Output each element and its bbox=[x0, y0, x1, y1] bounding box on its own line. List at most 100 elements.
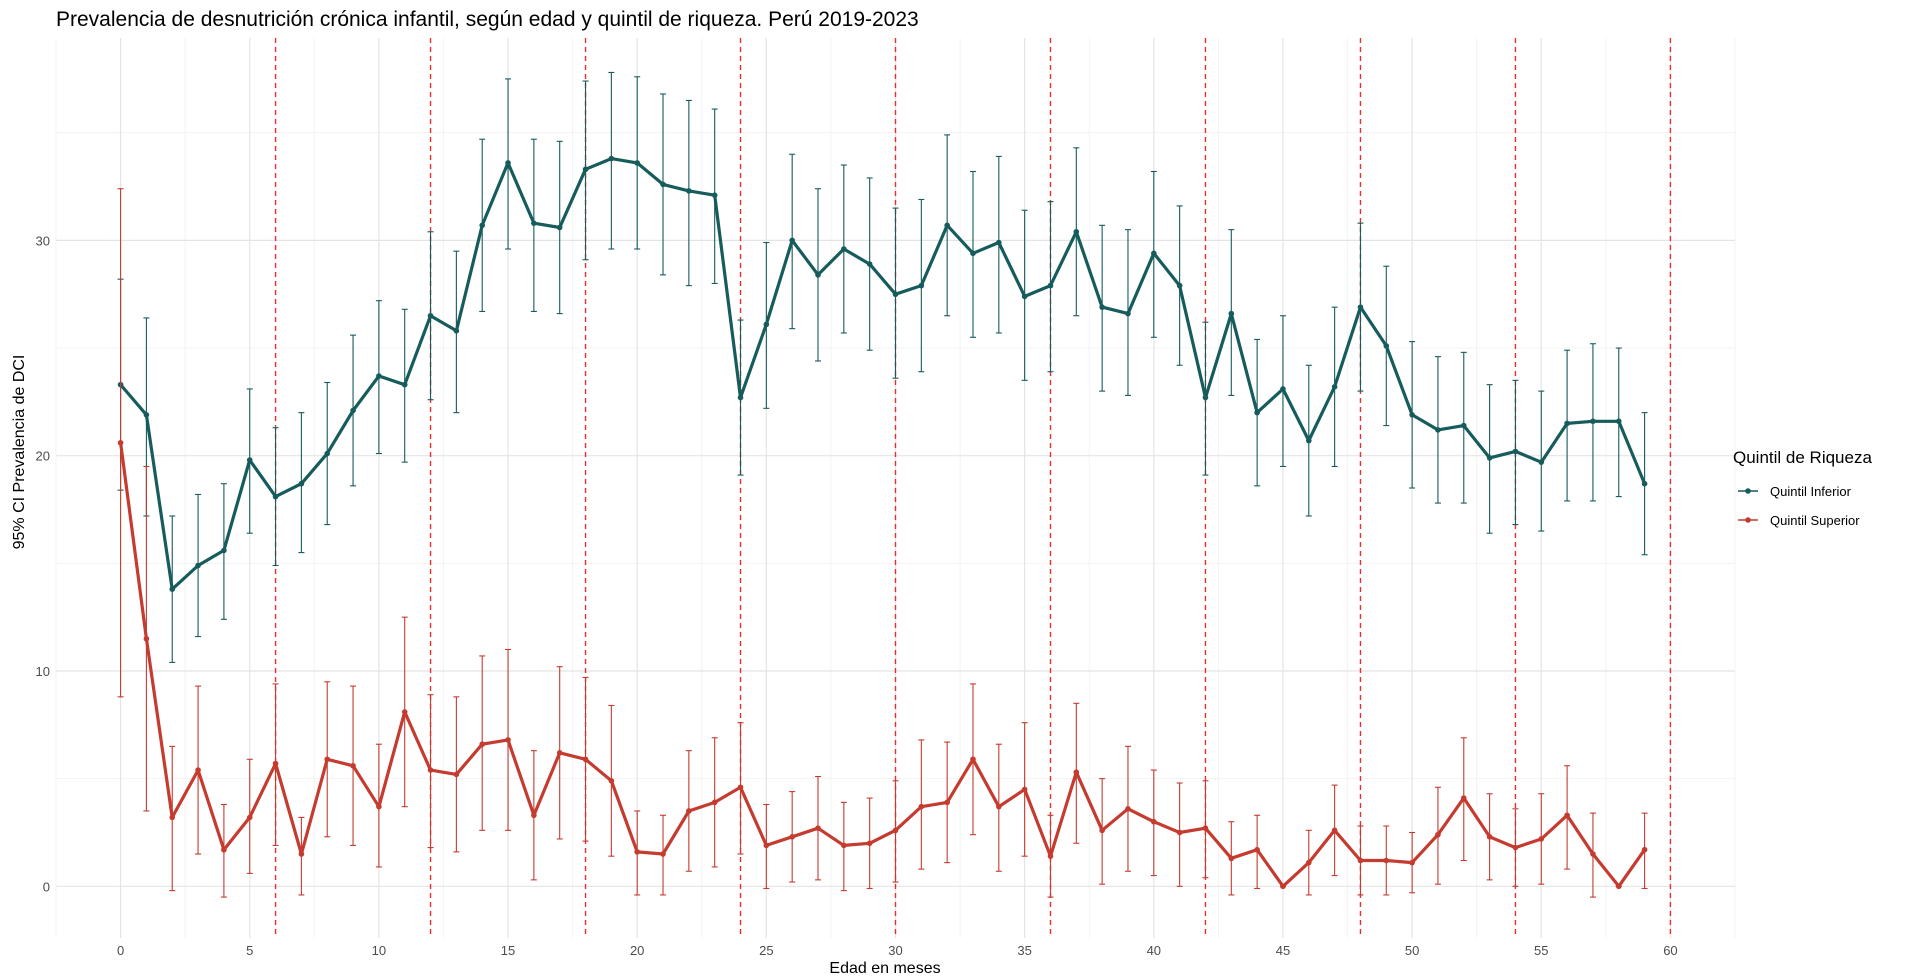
chart-title: Prevalencia de desnutrición crónica infa… bbox=[56, 8, 919, 31]
x-tick-label: 20 bbox=[630, 943, 644, 958]
data-point bbox=[143, 411, 150, 418]
data-point bbox=[453, 771, 460, 778]
data-point bbox=[169, 586, 176, 592]
data-point bbox=[1151, 818, 1157, 825]
data-point bbox=[1228, 855, 1235, 862]
data-point bbox=[970, 250, 976, 257]
data-point bbox=[376, 373, 382, 379]
x-tick-label: 0 bbox=[117, 943, 124, 958]
data-point bbox=[427, 767, 434, 773]
data-point bbox=[944, 799, 950, 806]
data-point bbox=[1357, 304, 1364, 310]
legend-items: Quintil Inferior Quintil Superior bbox=[1738, 484, 1860, 528]
data-point bbox=[1176, 282, 1183, 289]
data-point bbox=[427, 312, 434, 319]
data-point bbox=[531, 220, 537, 226]
data-point bbox=[1641, 846, 1648, 853]
data-point bbox=[660, 851, 666, 857]
data-point bbox=[350, 762, 356, 769]
data-point bbox=[1538, 836, 1545, 842]
data-point bbox=[1512, 448, 1519, 455]
data-point bbox=[634, 160, 640, 166]
data-point bbox=[117, 439, 124, 446]
data-point bbox=[221, 547, 227, 554]
data-point bbox=[298, 851, 305, 857]
x-tick-label: 45 bbox=[1276, 943, 1290, 958]
y-tick-label: 30 bbox=[36, 233, 50, 248]
data-point bbox=[272, 760, 279, 767]
data-point bbox=[1047, 853, 1054, 859]
data-point bbox=[1202, 825, 1209, 831]
data-point bbox=[531, 812, 537, 819]
data-point bbox=[350, 407, 356, 414]
data-point bbox=[892, 827, 899, 834]
data-point bbox=[246, 814, 253, 821]
data-point bbox=[1176, 829, 1183, 836]
data-point bbox=[1073, 228, 1080, 235]
data-point bbox=[918, 282, 925, 289]
series-line bbox=[119, 157, 1647, 591]
y-tick-label: 10 bbox=[36, 664, 50, 679]
data-point bbox=[1435, 427, 1441, 433]
x-axis-title: Edad en meses bbox=[829, 960, 940, 977]
data-point bbox=[582, 756, 589, 763]
data-point bbox=[1383, 343, 1390, 349]
x-tick-label: 30 bbox=[888, 943, 902, 958]
axes: 0 5 10 15 20 25 30 35 40 45 50 55 60 0 10 20 30 bbox=[36, 233, 1678, 958]
x-tick-label: 5 bbox=[246, 943, 253, 958]
data-point bbox=[634, 849, 640, 855]
data-point bbox=[686, 808, 692, 814]
data-point bbox=[608, 778, 615, 784]
data-point bbox=[453, 328, 460, 334]
data-point bbox=[376, 803, 382, 810]
data-point bbox=[1099, 304, 1105, 310]
data-point bbox=[298, 480, 305, 487]
data-point bbox=[866, 840, 873, 847]
data-point bbox=[505, 737, 511, 743]
series bbox=[117, 71, 1648, 898]
data-point bbox=[1125, 806, 1131, 812]
y-tick-label: 0 bbox=[43, 879, 50, 894]
series-1 bbox=[117, 188, 1648, 898]
data-point bbox=[763, 321, 770, 328]
data-point bbox=[324, 756, 331, 763]
data-point bbox=[246, 457, 253, 463]
data-point bbox=[944, 222, 950, 229]
data-point bbox=[1254, 409, 1260, 416]
data-point bbox=[815, 825, 821, 831]
data-point bbox=[1590, 851, 1596, 857]
data-point bbox=[763, 842, 770, 849]
data-point bbox=[169, 814, 176, 821]
x-tick-label: 50 bbox=[1405, 943, 1419, 958]
x-tick-label: 40 bbox=[1147, 943, 1161, 958]
x-tick-label: 25 bbox=[759, 943, 773, 958]
data-point bbox=[195, 767, 201, 773]
data-point bbox=[918, 803, 925, 810]
data-point bbox=[1280, 386, 1286, 392]
data-point bbox=[1099, 827, 1105, 834]
data-point bbox=[789, 237, 795, 244]
data-point bbox=[1615, 883, 1622, 890]
data-point bbox=[1409, 411, 1415, 418]
y-axis-title: 95% CI Prevalencia de DCI bbox=[11, 355, 28, 550]
data-point bbox=[711, 192, 718, 198]
data-point bbox=[1383, 857, 1390, 864]
data-point bbox=[1538, 459, 1545, 465]
data-point bbox=[324, 450, 331, 457]
data-point bbox=[841, 246, 847, 252]
data-point bbox=[789, 834, 795, 840]
data-point bbox=[815, 272, 821, 278]
data-point bbox=[1486, 455, 1493, 461]
data-point bbox=[1021, 786, 1028, 793]
data-point bbox=[1357, 857, 1364, 864]
x-tick-label: 60 bbox=[1663, 943, 1677, 958]
series-0 bbox=[117, 71, 1648, 663]
x-tick-label: 10 bbox=[372, 943, 386, 958]
data-point bbox=[505, 160, 511, 166]
data-point bbox=[1021, 293, 1028, 300]
data-point bbox=[556, 750, 563, 756]
x-tick-label: 15 bbox=[501, 943, 515, 958]
data-point bbox=[996, 803, 1002, 810]
x-tick-label: 35 bbox=[1017, 943, 1031, 958]
